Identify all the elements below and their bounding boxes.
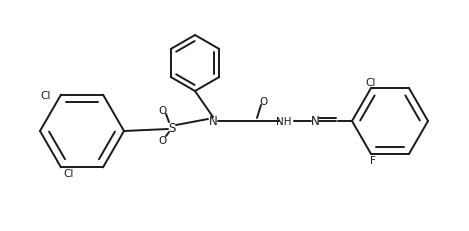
Text: O: O [260,97,268,106]
Text: F: F [370,155,376,165]
Text: N: N [310,115,319,128]
Text: N: N [209,115,217,128]
Text: Cl: Cl [366,78,376,88]
Text: O: O [158,135,166,145]
Text: Cl: Cl [41,90,51,100]
Text: S: S [168,121,176,134]
Text: O: O [158,106,166,116]
Text: NH: NH [276,116,292,126]
Text: Cl: Cl [63,169,73,179]
